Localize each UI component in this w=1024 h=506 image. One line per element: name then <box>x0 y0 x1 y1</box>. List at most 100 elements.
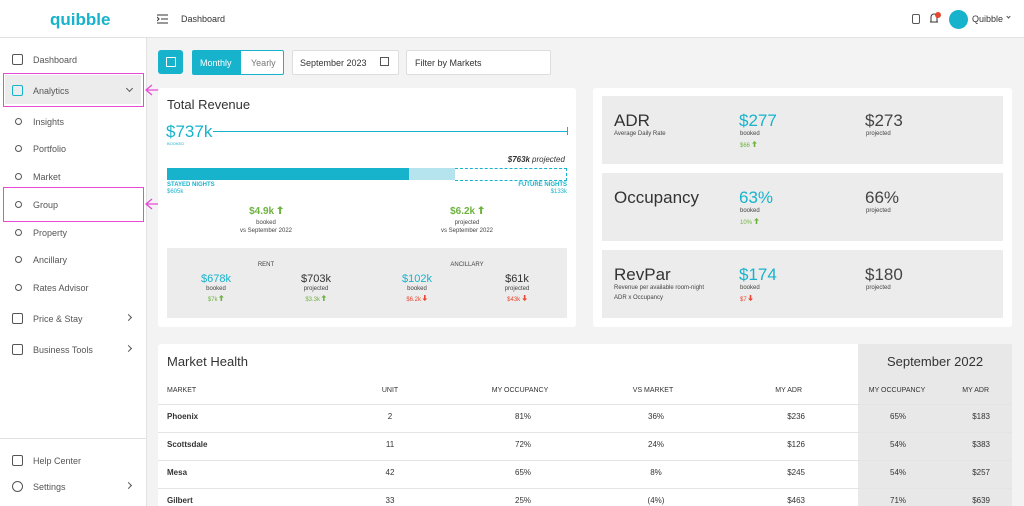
nav-bullet <box>15 118 22 125</box>
kpi-title: RevPar <box>614 265 671 284</box>
tab[interactable]: Monthly <box>200 58 232 68</box>
breakdown-label: booked <box>407 286 427 292</box>
table-cell: 2 <box>387 412 393 421</box>
divider <box>0 37 1024 38</box>
nav-item[interactable]: Portfolio <box>33 144 67 154</box>
market-name[interactable]: Scottsdale <box>167 440 208 449</box>
stayed-bar <box>167 168 409 180</box>
calendar-icon <box>166 57 176 67</box>
column-header[interactable]: UNIT <box>381 387 399 394</box>
row-divider <box>158 432 1012 433</box>
nav-item[interactable]: Ancillary <box>33 255 68 265</box>
kpi-note: ADR x Occupancy <box>614 295 664 301</box>
column-header[interactable]: MY OCCUPANCY <box>868 387 926 394</box>
breakdown-value: $102k <box>402 273 432 285</box>
menu-icon[interactable] <box>157 14 168 24</box>
calendar-button[interactable] <box>158 50 183 74</box>
nav-bullet <box>15 256 22 263</box>
highlight-box <box>3 73 144 107</box>
avatar[interactable] <box>949 10 968 29</box>
table-cell: $236 <box>787 412 805 421</box>
nav-item[interactable]: Group <box>33 200 59 210</box>
kpi-projected-label: projected <box>866 285 891 291</box>
compare-panel <box>858 344 1012 506</box>
up-arrow <box>219 295 225 301</box>
nav-bullet <box>15 173 22 180</box>
page-title: Dashboard <box>181 14 226 24</box>
nav-item[interactable]: Business Tools <box>33 345 93 355</box>
bell-icon[interactable] <box>928 12 942 25</box>
projected-label: projected <box>532 155 565 164</box>
down-arrow <box>748 295 754 301</box>
compare-title: September 2022 <box>886 354 984 369</box>
nav-icon <box>12 481 23 492</box>
nav-item[interactable]: Dashboard <box>33 55 78 65</box>
table-cell: $183 <box>972 412 990 421</box>
table-cell: 81% <box>514 412 532 421</box>
nav-item[interactable]: Insights <box>33 117 65 127</box>
column-header[interactable]: MY ADR <box>962 387 989 394</box>
divider <box>0 438 146 439</box>
copy-icon[interactable] <box>912 14 920 24</box>
market-name[interactable]: Gilbert <box>167 496 193 505</box>
nav-icon <box>12 85 23 96</box>
table-cell: (4%) <box>647 496 665 505</box>
future-bar <box>409 168 455 180</box>
up-arrow <box>751 141 757 147</box>
table-cell: 65% <box>514 468 532 477</box>
change-label: projected <box>454 220 480 226</box>
stayed-value: $605k <box>167 189 184 195</box>
table-cell: 11 <box>385 440 395 449</box>
nav-bullet <box>15 229 22 236</box>
logo[interactable]: quibble <box>50 10 111 29</box>
nav-icon <box>12 313 23 324</box>
market-name[interactable]: Mesa <box>167 468 188 477</box>
breakdown-value: $703k <box>301 273 331 285</box>
column-header[interactable]: VS MARKET <box>632 387 674 394</box>
kpi-change: $66 <box>740 141 757 149</box>
table-cell: $126 <box>787 440 805 449</box>
change-text: $43k <box>507 297 521 303</box>
column-header[interactable]: MARKET <box>167 387 197 394</box>
table-cell: $383 <box>972 440 990 449</box>
change-text: $7k <box>207 297 218 303</box>
nav-item[interactable]: Property <box>33 228 68 238</box>
breakdown-change: $43k <box>507 295 527 303</box>
topbar <box>146 0 1024 37</box>
table-cell: 33 <box>385 496 395 505</box>
change-label: booked <box>256 220 276 226</box>
breakdown-change: $6.2k <box>406 295 428 303</box>
breakdown-label: booked <box>206 286 226 292</box>
nav-bullet <box>15 284 22 291</box>
kpi-booked-label: booked <box>740 208 760 214</box>
nav-item[interactable]: Settings <box>33 482 66 492</box>
change-text: $4.9k <box>249 206 275 217</box>
market-filter[interactable] <box>406 50 551 75</box>
future-value: $133k <box>550 189 567 195</box>
kpi-projected: $180 <box>865 265 903 284</box>
user-name[interactable]: Quibble <box>972 14 1004 24</box>
nav-item[interactable]: Market <box>33 172 61 182</box>
calendar-icon <box>380 57 389 66</box>
projected-value: $763k <box>507 155 530 164</box>
nav-item[interactable]: Rates Advisor <box>33 283 89 293</box>
column-header[interactable]: MY OCCUPANCY <box>491 387 549 394</box>
kpi-projected-label: projected <box>866 131 891 137</box>
kpi-change: 10% <box>740 218 759 226</box>
card-title: Total Revenue <box>167 97 251 112</box>
nav-item[interactable]: Price & Stay <box>33 314 83 324</box>
tab[interactable]: Yearly <box>251 58 276 68</box>
group-title: ANCILLARY <box>450 262 484 268</box>
nav-item[interactable]: Help Center <box>33 456 82 466</box>
kpi-projected: $273 <box>865 111 903 130</box>
kpi-title: Occupancy <box>614 188 700 207</box>
tab-active <box>193 51 241 74</box>
change-compare: vs September 2022 <box>239 228 293 234</box>
total-value: $737k <box>166 122 213 141</box>
nav-item[interactable]: Analytics <box>33 86 70 96</box>
kpi-subtitle: Average Daily Rate <box>614 131 666 137</box>
group-title: RENT <box>257 262 275 268</box>
market-name[interactable]: Phoenix <box>167 412 199 421</box>
month-picker[interactable] <box>292 50 399 75</box>
column-header[interactable]: MY ADR <box>775 387 802 394</box>
